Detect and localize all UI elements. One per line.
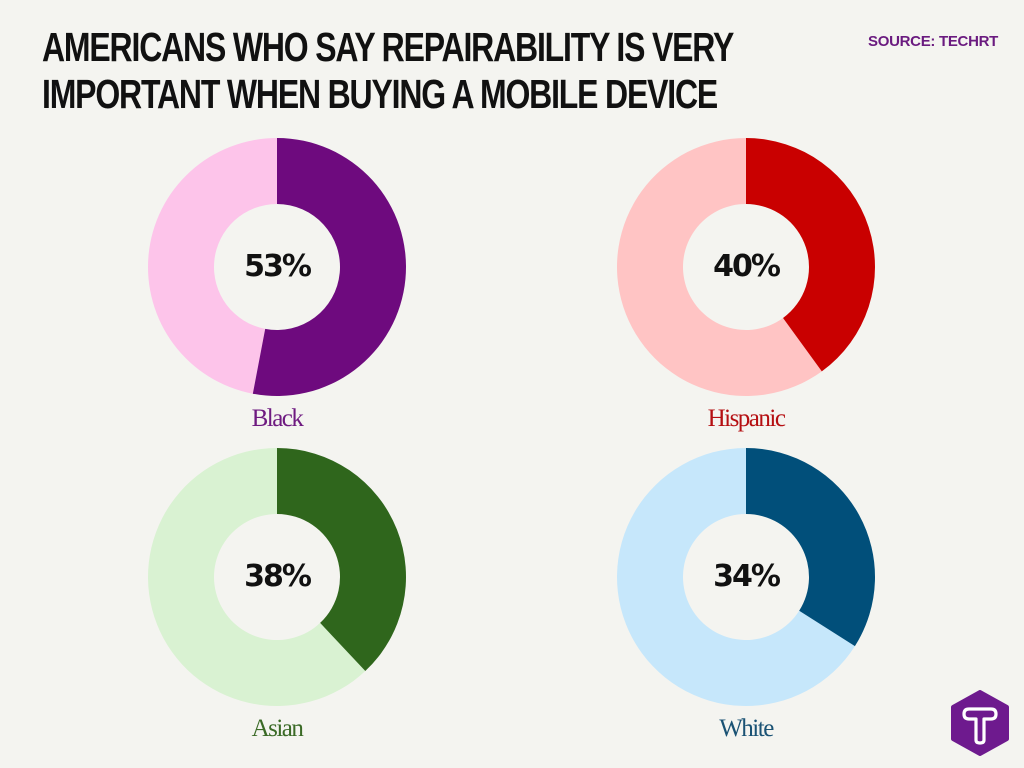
donut-value-segment bbox=[746, 138, 875, 372]
donut-value: 40% bbox=[713, 249, 781, 284]
donut-graphic bbox=[148, 448, 406, 706]
donut-remainder-segment bbox=[617, 448, 855, 706]
donut-graphic bbox=[617, 138, 875, 396]
donut-chart-asian: 38% Asian bbox=[147, 447, 407, 757]
donut-value-segment bbox=[252, 138, 406, 396]
donut-value-segment bbox=[277, 448, 406, 672]
donut-label: White bbox=[719, 715, 774, 742]
chart-title-line-1: AMERICANS WHO SAY REPAIRABILITY IS VERY bbox=[42, 24, 734, 70]
donut-label: Black bbox=[251, 405, 304, 432]
donut-graphic bbox=[617, 448, 875, 706]
donut-value-segment bbox=[746, 448, 875, 647]
donut-remainder-segment bbox=[617, 138, 822, 396]
techrt-logo-icon bbox=[950, 690, 1010, 756]
donut-value: 34% bbox=[713, 559, 781, 594]
donut-graphic bbox=[147, 138, 406, 396]
donut-chart-white: 34% White bbox=[616, 447, 876, 757]
chart-title: AMERICANS WHO SAY REPAIRABILITY IS VERY … bbox=[42, 24, 806, 118]
donut-remainder-segment bbox=[148, 448, 366, 706]
donut-remainder-segment bbox=[147, 138, 277, 394]
donut-chart-black: 53% Black bbox=[147, 137, 407, 447]
donut-value: 38% bbox=[244, 559, 312, 594]
chart-title-line-2: IMPORTANT WHEN BUYING A MOBILE DEVICE bbox=[42, 71, 718, 117]
donut-chart-hispanic: 40% Hispanic bbox=[616, 137, 876, 447]
source-label: SOURCE: TECHRT bbox=[868, 33, 998, 50]
donut-value: 53% bbox=[244, 249, 312, 284]
donut-label: Asian bbox=[251, 715, 304, 742]
donut-label: Hispanic bbox=[707, 405, 786, 432]
